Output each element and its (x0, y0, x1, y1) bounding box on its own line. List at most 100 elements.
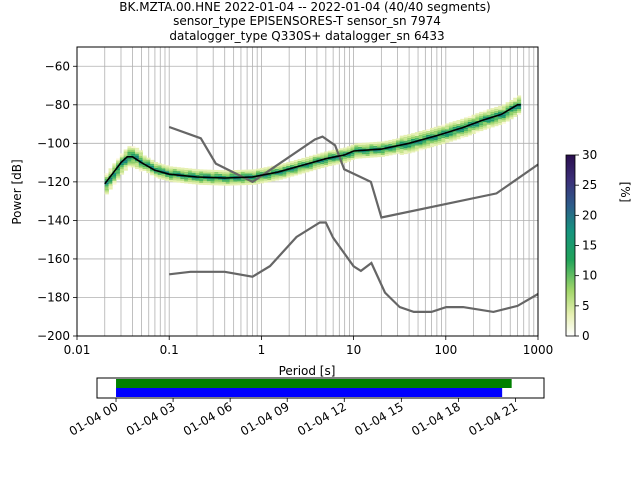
heatmap-cell (482, 123, 488, 126)
heatmap-cell (116, 170, 121, 172)
heatmap-cell (380, 145, 386, 148)
heatmap-cell (240, 181, 246, 184)
heatmap-cell (320, 152, 325, 155)
heatmap-cell (498, 115, 503, 118)
heatmap-cell (256, 182, 261, 185)
heatmap-cell (414, 132, 420, 135)
heatmap-cell (221, 174, 227, 176)
heatmap-cell (138, 167, 143, 170)
heatmap-cell (218, 179, 223, 182)
x-axis-label: Period [s] (279, 364, 336, 378)
y-tick-label: −160 (37, 252, 70, 266)
heatmap-cell (112, 176, 117, 179)
heatmap-cell (187, 174, 193, 177)
heatmap-cell (301, 159, 306, 162)
psd-plot: 0.01 0.1 1 10 100 1000 −60 −80 −100 −120 −140 −160… (10, 46, 553, 378)
heatmap-cell (452, 132, 457, 135)
heatmap-cell (505, 108, 510, 110)
heatmap-cell (403, 150, 408, 153)
heatmap-cell (343, 159, 348, 162)
heatmap-cell (422, 139, 427, 142)
heatmap-cell (123, 155, 128, 158)
heatmap-cell (267, 166, 272, 169)
heatmap-cell (293, 173, 299, 176)
heatmap-cell (516, 101, 522, 104)
heatmap-cell (104, 184, 109, 187)
heatmap-cell (513, 113, 518, 116)
heatmap-cell (206, 179, 212, 182)
heatmap-cell (411, 137, 416, 139)
heatmap-cell (225, 176, 230, 178)
heatmap-cell (108, 170, 113, 173)
heatmap-cell (108, 172, 113, 175)
heatmap-cell (184, 179, 189, 182)
heatmap-cell (467, 129, 472, 132)
heatmap-cell (146, 157, 151, 160)
heatmap-cell (479, 129, 484, 132)
heatmap-cell (441, 130, 446, 133)
heatmap-cell (233, 170, 238, 172)
heatmap-cell (131, 148, 136, 151)
heatmap-cell (324, 155, 329, 158)
heatmap-cell (210, 173, 215, 176)
heatmap-cell (452, 136, 457, 139)
heatmap-cell (312, 158, 317, 161)
heatmap-cell (486, 109, 491, 112)
heatmap-cell (343, 151, 348, 154)
heatmap-cell (498, 123, 503, 126)
heatmap-cell (490, 121, 495, 124)
heatmap-cell (437, 141, 442, 144)
heatmap-cell (335, 156, 340, 159)
heatmap-cell (218, 183, 223, 186)
new-low-noise-model-line (169, 221, 539, 314)
heatmap-cell (297, 166, 302, 169)
heatmap-cell (176, 173, 181, 175)
heatmap-cell (169, 176, 174, 178)
heatmap-cell (358, 150, 363, 153)
heatmap-cell (494, 112, 499, 115)
x-axis-ticks: 0.01 0.1 1 10 100 1000 (64, 336, 553, 357)
heatmap-cell (475, 115, 480, 118)
heatmap-cell (490, 119, 495, 122)
heatmap-cell (509, 99, 514, 102)
heatmap-cell (505, 117, 510, 120)
heatmap-cell (354, 150, 359, 153)
heatmap-cell (498, 111, 503, 114)
heatmap-cell (184, 169, 189, 172)
heatmap-cell (146, 159, 151, 162)
heatmap-cell (475, 128, 480, 131)
heatmap-cell (305, 156, 310, 159)
heatmap-cell (448, 137, 454, 140)
heatmap-cell (131, 163, 136, 166)
heatmap-cell (369, 146, 374, 149)
colorbar: 0 5 10 15 20 25 30 [%] (565, 148, 632, 343)
heatmap-cell (426, 140, 431, 143)
heatmap-cell (169, 179, 174, 182)
heatmap-cell (407, 149, 412, 152)
heatmap-cell (350, 158, 355, 161)
heatmap-cell (486, 111, 491, 114)
heatmap-cell (119, 153, 125, 156)
heatmap-cell (274, 168, 280, 171)
heatmap-cell (339, 156, 344, 158)
heatmap-cell (327, 158, 333, 161)
heatmap-cell (274, 176, 280, 179)
heatmap-cell (256, 180, 261, 183)
heatmap-cell (293, 167, 299, 170)
heatmap-cell (172, 166, 178, 169)
heatmap-cell (365, 154, 370, 156)
heatmap-cell (206, 173, 212, 176)
heatmap-cell (176, 167, 181, 170)
heatmap-cell (138, 165, 143, 168)
heatmap-cell (225, 183, 230, 186)
heatmap-cell (286, 171, 291, 174)
heatmap-cell (437, 143, 442, 146)
heatmap-cell (479, 125, 484, 128)
heatmap-cell (509, 105, 514, 108)
heatmap-cell (210, 183, 215, 186)
heatmap-cell (464, 129, 469, 132)
heatmap-cell (221, 183, 227, 186)
colorbar-tick-label: 0 (582, 329, 590, 343)
heatmap-cell (169, 168, 174, 171)
heatmap-cell (475, 130, 480, 133)
